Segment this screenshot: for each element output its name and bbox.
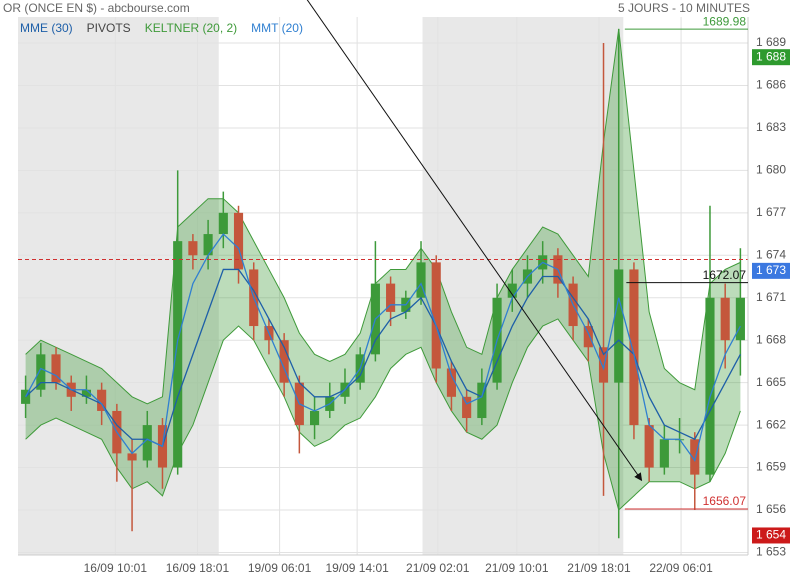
candle-body bbox=[203, 234, 213, 256]
x-tick-label: 19/09 06:01 bbox=[248, 561, 312, 575]
candle-body bbox=[720, 297, 730, 341]
keltner-band bbox=[25, 28, 741, 511]
candle-body bbox=[188, 241, 198, 256]
candle-body bbox=[659, 439, 669, 468]
candle-body bbox=[310, 410, 320, 426]
price-box-label: 1 688 bbox=[756, 49, 786, 63]
y-tick-label: 1 668 bbox=[756, 332, 786, 346]
candle-body bbox=[507, 283, 517, 298]
price-box-label: 1 654 bbox=[756, 528, 786, 542]
session-shade bbox=[18, 17, 219, 555]
y-tick-label: 1 653 bbox=[756, 545, 786, 559]
y-tick-label: 1 671 bbox=[756, 290, 786, 304]
y-tick-label: 1 677 bbox=[756, 205, 786, 219]
candle-body bbox=[477, 382, 487, 419]
candle-body bbox=[127, 453, 137, 461]
candle-body bbox=[644, 425, 654, 468]
candle-body bbox=[462, 396, 472, 419]
price-box bbox=[752, 262, 790, 279]
candle-body bbox=[51, 354, 61, 383]
candle-body bbox=[446, 368, 456, 397]
x-tick-label: 19/09 14:01 bbox=[325, 561, 389, 575]
keltner-lower bbox=[25, 318, 741, 511]
keltner-upper bbox=[25, 28, 741, 405]
y-tick-label: 1 659 bbox=[756, 460, 786, 474]
candle-body bbox=[614, 269, 624, 383]
y-tick-label: 1 656 bbox=[756, 502, 786, 516]
y-tick-label: 1 683 bbox=[756, 120, 786, 134]
legend-entry: KELTNER (20, 2) bbox=[145, 21, 237, 35]
x-tick-label: 21/09 18:01 bbox=[567, 561, 631, 575]
candle-body bbox=[218, 212, 228, 235]
y-tick-label: 1 686 bbox=[756, 78, 786, 92]
indicator-line bbox=[25, 233, 741, 463]
candle-body bbox=[97, 389, 107, 411]
legend-entry: MME (30) bbox=[20, 21, 73, 35]
x-tick-label: 22/09 06:01 bbox=[649, 561, 713, 575]
y-tick-label: 1 680 bbox=[756, 163, 786, 177]
chart-subtitle: 5 JOURS - 10 MINUTES bbox=[618, 1, 750, 15]
level-label: 1689.98 bbox=[703, 14, 747, 28]
x-tick-label: 16/09 10:01 bbox=[84, 561, 148, 575]
candle-body bbox=[629, 269, 639, 426]
candle-body bbox=[583, 326, 593, 348]
candle-body bbox=[598, 347, 609, 383]
candle-body bbox=[279, 340, 289, 383]
plot-layer bbox=[18, 17, 748, 555]
price-box-label: 1 673 bbox=[756, 263, 786, 277]
price-box bbox=[752, 49, 790, 66]
candle-body bbox=[81, 389, 91, 397]
x-tick-label: 16/09 18:01 bbox=[166, 561, 230, 575]
candle-body bbox=[233, 212, 244, 270]
chart-title: OR (ONCE EN $) - abcbourse.com bbox=[3, 1, 190, 15]
y-tick-label: 1 665 bbox=[756, 375, 786, 389]
candle-body bbox=[386, 283, 396, 312]
candle-body bbox=[705, 297, 715, 475]
candle-body bbox=[142, 425, 152, 461]
session-shade bbox=[422, 17, 624, 555]
candle-body bbox=[36, 354, 46, 390]
level-label: 1672.07 bbox=[703, 268, 747, 282]
x-tick-label: 21/09 10:01 bbox=[485, 561, 549, 575]
price-box bbox=[752, 527, 790, 544]
legend-entry: PIVOTS bbox=[87, 21, 131, 35]
candle-body bbox=[416, 262, 426, 298]
level-label: 1656.07 bbox=[703, 494, 747, 508]
trend-line bbox=[306, 0, 643, 482]
candle-body bbox=[431, 262, 441, 369]
y-tick-label: 1 662 bbox=[756, 417, 786, 431]
y-tick-label: 1 689 bbox=[756, 35, 786, 49]
candle-body bbox=[735, 297, 745, 341]
x-tick-label: 21/09 02:01 bbox=[406, 561, 470, 575]
indicator-line bbox=[25, 268, 741, 448]
candle-body bbox=[690, 439, 700, 475]
y-tick-label: 1 674 bbox=[756, 247, 786, 261]
legend-entry: MMT (20) bbox=[251, 21, 303, 35]
candle-body bbox=[173, 241, 183, 468]
